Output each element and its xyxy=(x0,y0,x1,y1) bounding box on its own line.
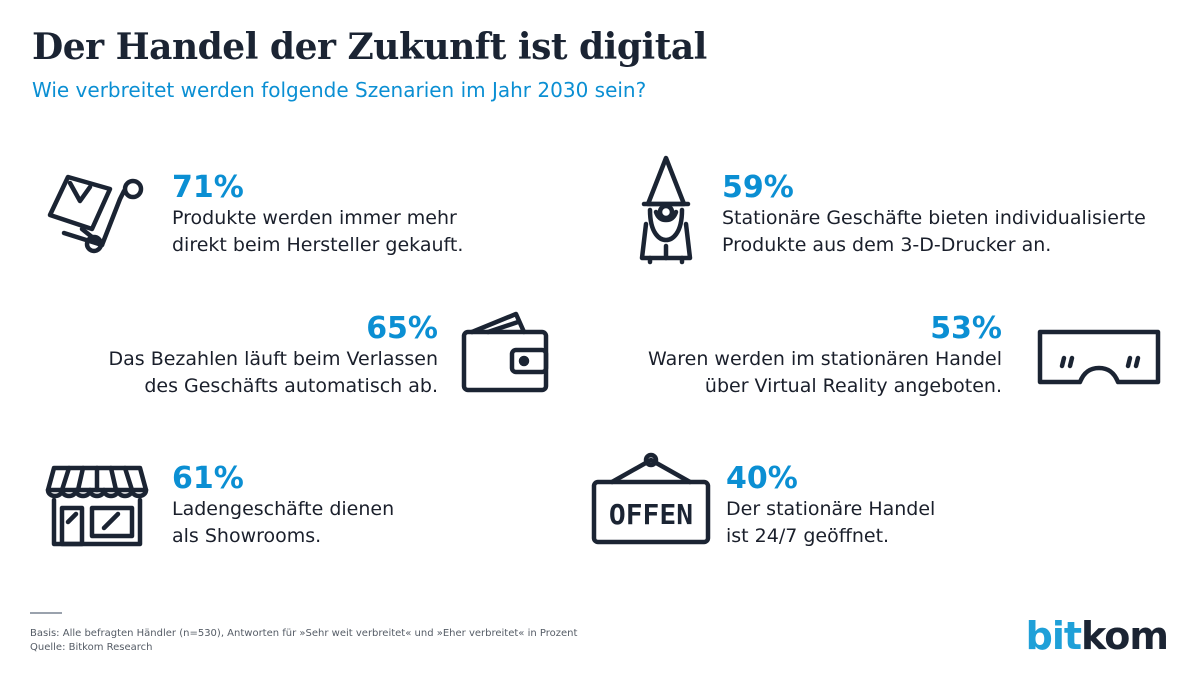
footnote-basis: Basis: Alle befragten Händler (n=530), A… xyxy=(30,628,578,639)
garden-gnome-icon xyxy=(636,154,696,266)
stat-description: Das Bezahlen läuft beim Verlassen des Ge… xyxy=(108,348,438,397)
logo-part-kom: kom xyxy=(1081,614,1169,658)
stat-description: Stationäre Geschäfte bieten individualis… xyxy=(722,207,1146,256)
stat-61: 61% Ladengeschäfte dienen als Showrooms. xyxy=(172,462,394,550)
hand-truck-icon xyxy=(44,173,164,255)
stat-71: 71% Produkte werden immer mehr direkt be… xyxy=(172,171,463,259)
logo-part-bit: bit xyxy=(1025,614,1082,658)
stat-53: 53% Waren werden im stationären Handel ü… xyxy=(648,312,1002,400)
wallet-icon xyxy=(458,310,552,394)
stat-59: 59% Stationäre Geschäfte bieten individu… xyxy=(722,171,1146,259)
stat-description: Der stationäre Handel ist 24/7 geöffnet. xyxy=(726,498,936,547)
open-sign-icon: OFFEN xyxy=(590,452,712,546)
stat-percentage: 53% xyxy=(930,311,1002,346)
stat-percentage: 59% xyxy=(722,170,794,205)
stat-description: Produkte werden immer mehr direkt beim H… xyxy=(172,207,464,256)
footer-divider xyxy=(30,612,62,614)
stat-percentage: 61% xyxy=(172,461,244,496)
page-subtitle: Wie verbreitet werden folgende Szenarien… xyxy=(32,78,647,102)
bitkom-logo: bitkom xyxy=(1025,614,1169,658)
open-sign-label: OFFEN xyxy=(609,498,693,531)
page-title: Der Handel der Zukunft ist digital xyxy=(32,26,707,68)
stat-percentage: 65% xyxy=(366,311,438,346)
stat-percentage: 71% xyxy=(172,170,244,205)
vr-glasses-icon xyxy=(1034,326,1164,388)
stat-description: Waren werden im stationären Handel über … xyxy=(648,348,1002,397)
stat-65: 65% Das Bezahlen läuft beim Verlassen de… xyxy=(108,312,438,400)
storefront-icon xyxy=(44,464,150,548)
footnote-source: Quelle: Bitkom Research xyxy=(30,642,153,653)
stat-40: 40% Der stationäre Handel ist 24/7 geöff… xyxy=(726,462,935,550)
stat-description: Ladengeschäfte dienen als Showrooms. xyxy=(172,498,395,547)
stat-percentage: 40% xyxy=(726,461,798,496)
